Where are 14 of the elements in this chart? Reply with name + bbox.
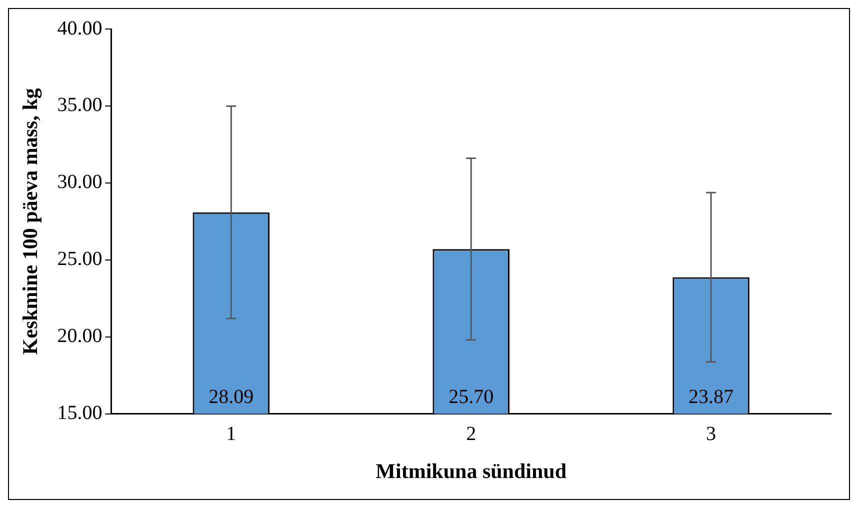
x-tick-label: 2: [466, 423, 476, 446]
x-tick-label: 3: [706, 423, 716, 446]
y-axis-title: Keskmine 100 päeva mass, kg: [18, 88, 42, 355]
data-label: 28.09: [208, 386, 254, 408]
x-axis-title: Mitmikuna sündinud: [376, 458, 567, 483]
y-tick-label: 25.00: [57, 248, 102, 270]
data-label: 25.70: [448, 386, 494, 408]
y-tick-label: 20.00: [57, 325, 102, 348]
y-tick-label: 15.00: [57, 402, 102, 424]
x-tick-label: 1: [226, 423, 236, 446]
data-label: 23.87: [688, 386, 734, 408]
y-tick-label: 35.00: [57, 94, 102, 116]
y-tick-label: 30.00: [57, 171, 102, 194]
y-tick-label: 40.00: [57, 17, 102, 40]
